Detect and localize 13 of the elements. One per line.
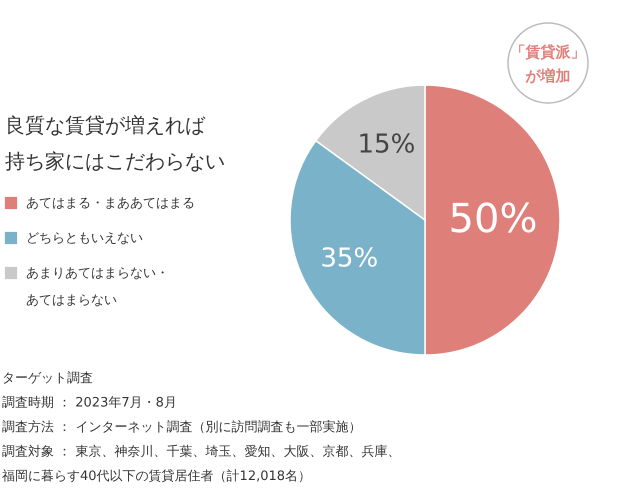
legend-label: あまりあてはまらない・あてはまらない [26, 266, 169, 308]
text: 調査時期 ： 2023年7月・8月 [2, 396, 177, 410]
text: 良質な賃貸が増えれば [5, 113, 206, 137]
data-label: 15% [358, 129, 416, 160]
text: 調査対象 ： 東京、神奈川、千葉、埼玉、愛知、大阪、京都、兵庫、福岡に暮らす40代以下の賃貸居住者（計12,018名） [2, 444, 400, 484]
legend-label: どちらともいえない [26, 231, 143, 246]
text: 「賃貸派」が増加 [510, 43, 586, 85]
legend-label: あてはまる・まああてはまる [26, 196, 195, 211]
data-label: 50% [448, 196, 538, 242]
text: 調査方法 ： インターネット調査（別に訪問調査も一部実施） [2, 419, 362, 435]
text: ターゲット調査 [2, 371, 93, 386]
data-label: 35% [320, 244, 378, 274]
text: 持ち家にはこだわらない [5, 149, 225, 173]
